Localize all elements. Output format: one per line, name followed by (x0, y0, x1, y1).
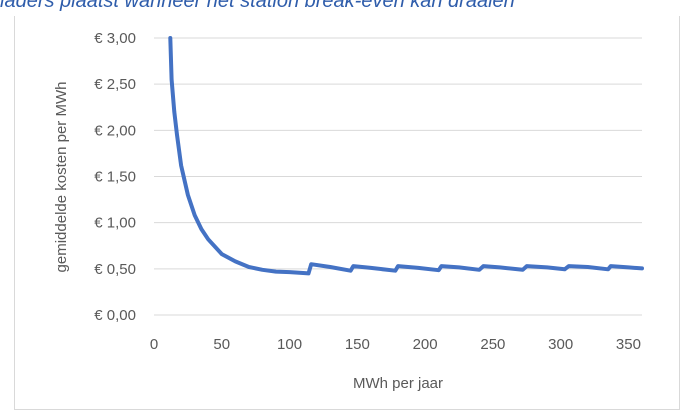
y-tick-label: € 1,00 (94, 215, 136, 232)
x-tick-label: 350 (616, 336, 641, 353)
x-tick-label: 150 (345, 336, 370, 353)
chart-area (14, 16, 680, 410)
y-tick-label: € 0,50 (94, 261, 136, 278)
x-axis-label: MWh per jaar (353, 375, 443, 392)
y-tick-label: € 0,00 (94, 307, 136, 324)
y-tick-label: € 1,50 (94, 169, 136, 186)
x-tick-label: 50 (213, 336, 230, 353)
y-tick-label: € 2,50 (94, 76, 136, 93)
series-line (168, 36, 644, 276)
x-tick-label: 100 (277, 336, 302, 353)
y-tick-label: € 3,00 (94, 30, 136, 47)
x-tick-label: 300 (548, 336, 573, 353)
y-axis-label: gemiddelde kosten per MWh (53, 82, 70, 273)
x-tick-label: 250 (480, 336, 505, 353)
y-tick-label: € 2,00 (94, 122, 136, 139)
x-tick-label: 0 (150, 336, 158, 353)
chart-title: laders plaatst wanneer het station break… (0, 0, 515, 12)
x-tick-label: 200 (413, 336, 438, 353)
